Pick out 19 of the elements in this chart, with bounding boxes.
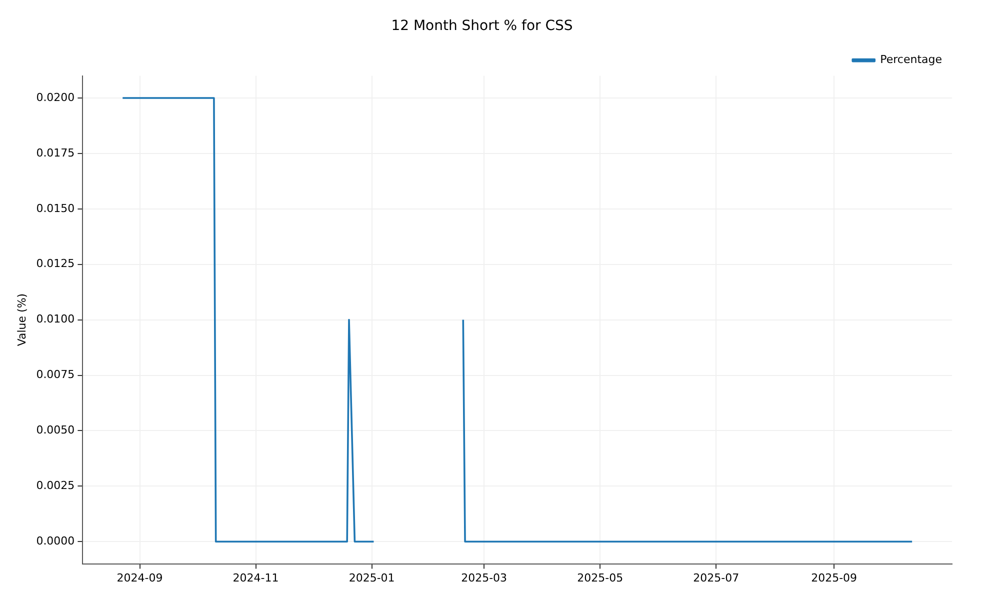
legend-label: Percentage — [880, 53, 942, 66]
x-tick-label: 2024-11 — [232, 571, 279, 584]
y-tick-label: 0.0125 — [36, 257, 75, 270]
y-tick-label: 0.0200 — [36, 90, 75, 104]
y-tick-label: 0.0150 — [36, 202, 75, 215]
x-tick-label: 2025-09 — [811, 571, 858, 584]
y-axis-title: Value (%) — [15, 293, 28, 346]
y-tick-label: 0.0025 — [36, 479, 75, 492]
y-tick-label: 0.0175 — [36, 146, 75, 160]
y-tick-label: 0.0100 — [36, 312, 75, 326]
x-tick-label: 2025-05 — [577, 571, 624, 584]
y-tick-label: 0.0000 — [36, 534, 75, 548]
y-tick-label: 0.0050 — [36, 424, 75, 437]
chart-title: 12 Month Short % for CSS — [391, 18, 573, 34]
y-tick-label: 0.0075 — [36, 368, 75, 382]
x-tick-label: 2025-01 — [348, 571, 395, 584]
x-tick-label: 2025-03 — [461, 571, 508, 584]
x-tick-label: 2024-09 — [116, 571, 163, 584]
x-tick-label: 2025-07 — [693, 571, 740, 584]
